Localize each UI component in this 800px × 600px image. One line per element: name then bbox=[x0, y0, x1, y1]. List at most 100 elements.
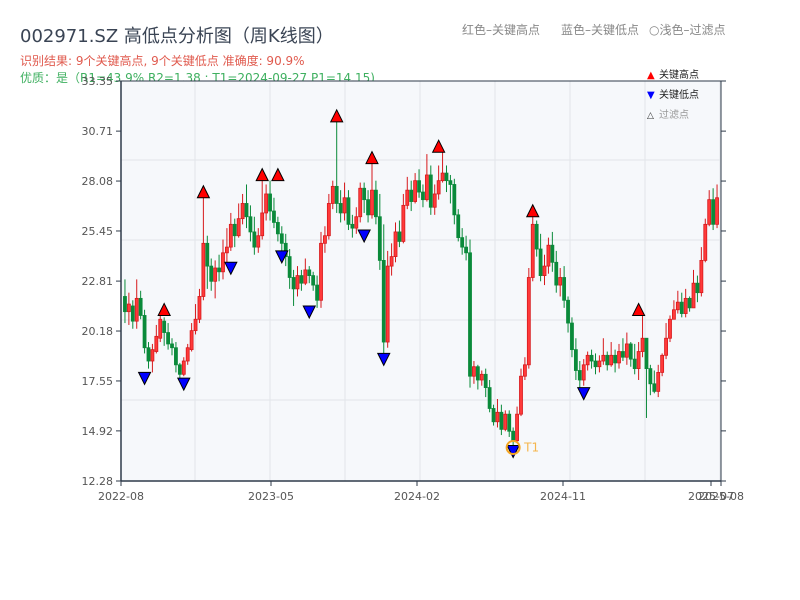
legend-blue-key-low: 蓝色–关键低点 bbox=[561, 23, 640, 37]
x-tick-label: 2025-08 bbox=[698, 490, 744, 503]
candle-down bbox=[146, 347, 151, 362]
candle-up bbox=[264, 193, 269, 214]
key-low-triangle-icon bbox=[376, 352, 391, 367]
candle-down bbox=[291, 277, 296, 290]
candle-up bbox=[126, 303, 131, 313]
candle-down bbox=[174, 347, 178, 366]
candle-up bbox=[385, 265, 390, 343]
candle-down bbox=[248, 216, 253, 233]
candle-down bbox=[130, 305, 135, 322]
candle-down bbox=[628, 343, 633, 360]
candle-up bbox=[585, 354, 590, 366]
candle-up bbox=[515, 413, 519, 442]
candle-down bbox=[652, 383, 657, 392]
chart-legend-filtered: △ 过滤点 bbox=[647, 110, 689, 121]
candle-down bbox=[272, 210, 276, 223]
candle-down bbox=[507, 413, 512, 432]
chart-legend-low: ▼ 关键低点 bbox=[647, 90, 699, 101]
candle-up bbox=[479, 373, 484, 381]
candle-up bbox=[664, 337, 668, 356]
candle-down bbox=[428, 174, 433, 208]
candle-down bbox=[491, 408, 496, 423]
key-low-triangle-icon bbox=[176, 377, 191, 392]
candle-up bbox=[326, 203, 331, 237]
candle-up bbox=[424, 174, 429, 201]
y-tick-label: 22.81 bbox=[82, 275, 114, 288]
candle-up bbox=[432, 193, 437, 208]
candle-up bbox=[413, 180, 418, 202]
candle-up bbox=[158, 318, 163, 339]
candle-up bbox=[189, 330, 194, 351]
candle-up bbox=[393, 231, 398, 258]
candle-up bbox=[636, 351, 641, 370]
candle-down bbox=[444, 172, 449, 182]
candle-up bbox=[240, 203, 245, 220]
key-low-triangle-icon bbox=[506, 444, 520, 459]
y-tick-label: 14.92 bbox=[82, 425, 114, 438]
candle-down bbox=[397, 231, 402, 242]
candle-down bbox=[166, 332, 170, 345]
key-low-triangle-icon bbox=[137, 371, 152, 386]
candle-down bbox=[550, 244, 555, 263]
candle-down bbox=[162, 320, 167, 333]
key-high-triangle-icon bbox=[255, 167, 270, 182]
candle-up bbox=[668, 318, 672, 339]
candle-down bbox=[362, 187, 367, 201]
candle-down bbox=[679, 301, 684, 314]
key-low-triangle-icon bbox=[357, 229, 371, 244]
candle-down bbox=[483, 373, 488, 388]
key-low-triangle-icon bbox=[274, 250, 289, 265]
candle-down bbox=[279, 233, 284, 244]
candle-down bbox=[573, 349, 578, 371]
key-high-triangle-icon bbox=[525, 203, 540, 218]
candle-up bbox=[691, 282, 696, 309]
key-high-triangle-icon bbox=[196, 184, 211, 199]
candle-up bbox=[523, 364, 527, 377]
key-low-triangle-icon bbox=[224, 261, 238, 276]
key-low-triangle-icon bbox=[576, 387, 591, 401]
candle-down bbox=[644, 337, 649, 370]
candle-down bbox=[566, 299, 570, 324]
candle-down bbox=[577, 370, 582, 381]
candle-down bbox=[468, 252, 472, 377]
candle-up bbox=[472, 366, 476, 377]
candle-up bbox=[624, 343, 629, 358]
candles bbox=[123, 121, 719, 446]
candle-up bbox=[197, 296, 202, 320]
candle-down bbox=[613, 354, 617, 364]
y-tick-label: 12.28 bbox=[82, 475, 114, 488]
red-triangle-up-icon: ▲ bbox=[647, 70, 655, 81]
candle-up bbox=[672, 309, 676, 320]
candle-up bbox=[228, 223, 233, 248]
y-tick-label: 25.45 bbox=[82, 225, 114, 238]
candle-down bbox=[456, 214, 461, 239]
candle-down bbox=[538, 248, 543, 276]
candle-up bbox=[675, 301, 680, 311]
grid-lines bbox=[121, 81, 721, 481]
candle-down bbox=[621, 351, 625, 358]
candle-down bbox=[170, 343, 174, 349]
y-tick-label: 28.08 bbox=[82, 175, 114, 188]
candle-up bbox=[323, 235, 327, 244]
candle-down bbox=[283, 242, 288, 258]
candle-up bbox=[154, 335, 159, 352]
key-high-triangle-icon bbox=[631, 302, 646, 316]
candle-up bbox=[213, 267, 218, 282]
candle-down bbox=[695, 282, 700, 294]
candle-up bbox=[225, 246, 229, 254]
candle-down bbox=[570, 322, 574, 351]
candle-up bbox=[185, 347, 190, 362]
candle-down bbox=[232, 223, 237, 237]
candle-down bbox=[244, 203, 249, 218]
candle-up bbox=[236, 218, 241, 237]
candle-down bbox=[307, 269, 312, 276]
candle-up bbox=[546, 244, 551, 267]
legend-red-key-high: 红色–关键高点 bbox=[462, 23, 541, 37]
candle-up bbox=[440, 172, 445, 182]
blue-triangle-down-icon: ▼ bbox=[647, 90, 655, 101]
candle-up bbox=[683, 297, 688, 314]
t1-circle-icon bbox=[505, 439, 521, 455]
x-tick-label: 2024-02 bbox=[394, 490, 440, 503]
candle-down bbox=[217, 267, 221, 273]
